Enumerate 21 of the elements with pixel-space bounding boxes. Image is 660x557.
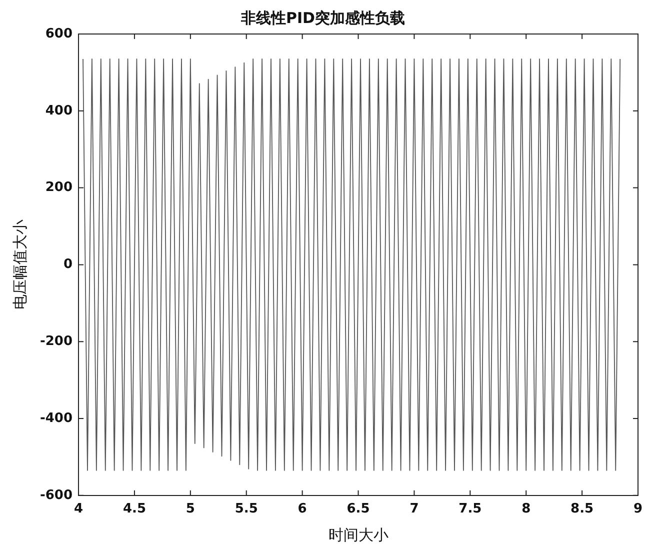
x-tick-label: 6.5 xyxy=(346,502,370,517)
x-tick-label: 5.5 xyxy=(234,502,258,517)
y-tick-label: -200 xyxy=(40,334,73,349)
y-tick-label: 600 xyxy=(45,26,73,42)
x-tick-label: 9 xyxy=(633,502,643,517)
x-tick-label: 5 xyxy=(186,502,195,517)
y-tick-label: 0 xyxy=(63,257,73,272)
x-tick-label: 8.5 xyxy=(570,502,594,517)
y-tick-label: -600 xyxy=(40,488,73,503)
y-tick-label: 400 xyxy=(45,103,73,118)
x-tick-label: 8 xyxy=(522,502,531,517)
x-tick-label: 4 xyxy=(74,502,84,517)
x-tick-label: 6 xyxy=(298,502,307,517)
y-tick-label: -400 xyxy=(40,410,73,426)
x-axis-title: 时间大小 xyxy=(328,526,388,544)
x-tick-label: 4.5 xyxy=(122,502,146,517)
chart-title: 非线性PID突加感性负载 xyxy=(240,8,406,27)
y-tick-label: 200 xyxy=(45,180,73,196)
x-tick-label: 7.5 xyxy=(458,502,482,517)
x-tick-label: 7 xyxy=(410,502,419,517)
y-axis-title: 电压幅值大小 xyxy=(10,220,29,310)
